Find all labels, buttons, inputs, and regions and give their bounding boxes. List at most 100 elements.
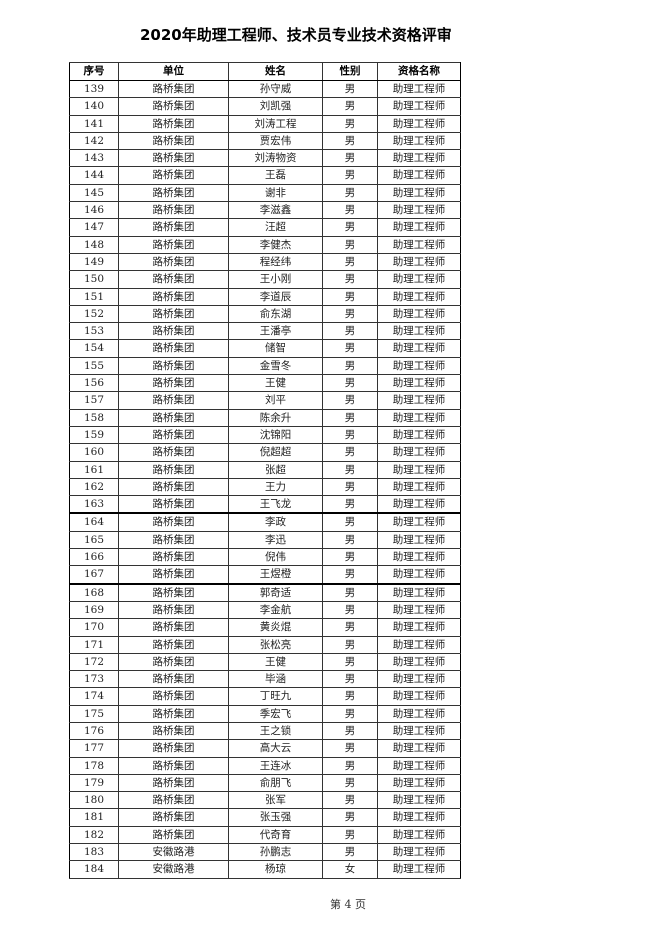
- cell-unit: 路桥集团: [118, 391, 229, 410]
- cell-index: 152: [69, 304, 119, 324]
- cell-unit: 路桥集团: [118, 512, 229, 532]
- cell-index: 141: [69, 114, 119, 133]
- cell-unit: 路桥集团: [118, 166, 229, 185]
- cell-qualification: 助理工程师: [377, 495, 461, 515]
- cell-name: 贾宏伟: [228, 131, 323, 151]
- table-row: 143 路桥集团 刘涛物资男助理工程师: [69, 149, 461, 168]
- cell-qualification: 助理工程师: [377, 670, 461, 689]
- cell-unit: 路桥集团: [118, 218, 229, 237]
- cell-index: 167: [69, 565, 119, 585]
- cell-name: 刘涛物资: [228, 149, 323, 168]
- cell-name: 丁旺九: [228, 687, 323, 706]
- table-row: 183 安徽路港 孙鹏志男助理工程师: [69, 843, 461, 862]
- cell-name: 张超: [228, 460, 323, 479]
- cell-name: 金雪冬: [228, 356, 323, 376]
- header-name: 姓名: [228, 62, 323, 81]
- cell-gender: 男: [322, 183, 378, 203]
- cell-name: 沈锦阳: [228, 425, 323, 445]
- cell-gender: 男: [322, 97, 378, 116]
- cell-unit: 路桥集团: [118, 287, 229, 306]
- cell-index: 144: [69, 166, 119, 185]
- table-row: 150 路桥集团 王小刚男助理工程师: [69, 270, 461, 289]
- cell-qualification: 助理工程师: [377, 721, 461, 741]
- cell-gender: 男: [322, 374, 378, 393]
- cell-name: 王煜橙: [228, 565, 323, 585]
- cell-index: 146: [69, 201, 119, 220]
- table-row: 151 路桥集团 李道辰男助理工程师: [69, 287, 461, 306]
- header-unit: 单位: [118, 62, 229, 81]
- cell-name: 俞朋飞: [228, 773, 323, 793]
- table-row: 182 路桥集团 代奇育男助理工程师: [69, 825, 461, 845]
- cell-gender: 男: [322, 287, 378, 306]
- table-row: 176 路桥集团 王之锁男助理工程师: [69, 721, 461, 741]
- cell-index: 182: [69, 825, 119, 845]
- cell-qualification: 助理工程师: [377, 408, 461, 427]
- cell-index: 156: [69, 374, 119, 393]
- cell-gender: 男: [322, 721, 378, 741]
- cell-index: 175: [69, 704, 119, 723]
- header-row: 序号 单位 姓名 性别 资格名称: [69, 62, 461, 81]
- cell-qualification: 助理工程师: [377, 530, 461, 550]
- table-row: 181 路桥集团 张玉强男助理工程师: [69, 808, 461, 827]
- cell-qualification: 助理工程师: [377, 183, 461, 203]
- cell-name: 王之锁: [228, 721, 323, 741]
- cell-qualification: 助理工程师: [377, 166, 461, 185]
- table-row: 155 路桥集团 金雪冬男助理工程师: [69, 356, 461, 376]
- cell-qualification: 助理工程师: [377, 583, 461, 602]
- page-number: 第 4 页: [330, 898, 366, 911]
- cell-name: 高大云: [228, 739, 323, 758]
- cell-gender: 男: [322, 565, 378, 585]
- table-row: 144 路桥集团 王磊男助理工程师: [69, 166, 461, 185]
- table-row: 177 路桥集团 高大云男助理工程师: [69, 739, 461, 758]
- table-row: 152 路桥集团 俞东湖男助理工程师: [69, 304, 461, 324]
- cell-qualification: 助理工程师: [377, 477, 461, 497]
- cell-name: 王力: [228, 477, 323, 497]
- table-row: 171 路桥集团 张松亮男助理工程师: [69, 635, 461, 654]
- table-row: 166 路桥集团 倪伟男助理工程师: [69, 548, 461, 567]
- cell-unit: 路桥集团: [118, 235, 229, 254]
- cell-name: 李健杰: [228, 235, 323, 254]
- cell-name: 王飞龙: [228, 495, 323, 515]
- cell-gender: 男: [322, 773, 378, 793]
- table-row: 159 路桥集团 沈锦阳男助理工程师: [69, 425, 461, 445]
- cell-name: 张松亮: [228, 635, 323, 654]
- cell-qualification: 助理工程师: [377, 304, 461, 324]
- cell-index: 154: [69, 339, 119, 358]
- cell-gender: 男: [322, 114, 378, 133]
- table-row: 147 路桥集团 汪超男助理工程师: [69, 218, 461, 237]
- cell-gender: 男: [322, 425, 378, 445]
- cell-name: 李迅: [228, 530, 323, 550]
- cell-index: 178: [69, 756, 119, 775]
- cell-gender: 男: [322, 670, 378, 689]
- cell-unit: 路桥集团: [118, 374, 229, 393]
- table-row: 157 路桥集团 刘平男助理工程师: [69, 391, 461, 410]
- cell-name: 季宏飞: [228, 704, 323, 723]
- table-row: 178 路桥集团 王连冰男助理工程师: [69, 756, 461, 775]
- cell-index: 145: [69, 183, 119, 203]
- table-row: 158 路桥集团 陈余升男助理工程师: [69, 408, 461, 427]
- cell-gender: 男: [322, 791, 378, 810]
- table-row: 172 路桥集团 王健男助理工程师: [69, 652, 461, 672]
- cell-index: 181: [69, 808, 119, 827]
- cell-gender: 男: [322, 356, 378, 376]
- cell-index: 184: [69, 860, 119, 879]
- cell-name: 王磊: [228, 166, 323, 185]
- cell-index: 159: [69, 425, 119, 445]
- cell-gender: 男: [322, 808, 378, 827]
- cell-gender: 男: [322, 618, 378, 637]
- cell-unit: 路桥集团: [118, 252, 229, 272]
- cell-qualification: 助理工程师: [377, 808, 461, 827]
- table-row: 173 路桥集团 毕涵男助理工程师: [69, 670, 461, 689]
- cell-unit: 路桥集团: [118, 460, 229, 479]
- cell-name: 储智: [228, 339, 323, 358]
- cell-name: 倪超超: [228, 443, 323, 462]
- cell-unit: 路桥集团: [118, 183, 229, 203]
- table-row: 165 路桥集团 李迅男助理工程师: [69, 530, 461, 550]
- cell-qualification: 助理工程师: [377, 252, 461, 272]
- cell-name: 陈余升: [228, 408, 323, 427]
- cell-qualification: 助理工程师: [377, 131, 461, 151]
- cell-qualification: 助理工程师: [377, 843, 461, 862]
- table-row: 170 路桥集团 黄炎焜男助理工程师: [69, 618, 461, 637]
- cell-index: 177: [69, 739, 119, 758]
- cell-index: 143: [69, 149, 119, 168]
